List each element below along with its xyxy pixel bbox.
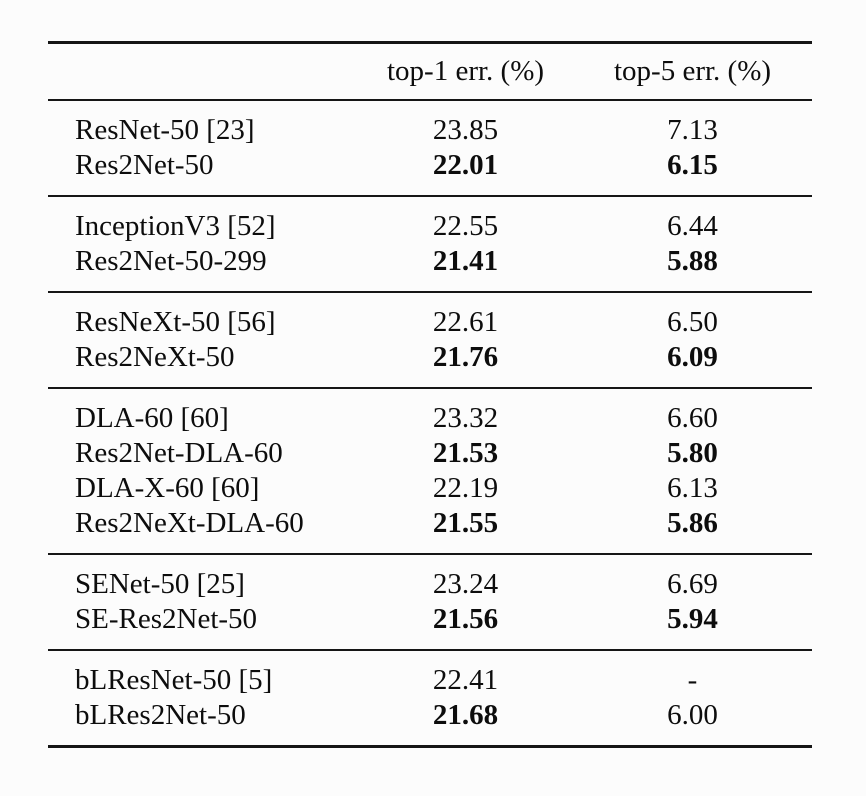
top5-error-cell: 6.60: [667, 402, 718, 434]
top1-error-cell: 22.61: [432, 306, 499, 338]
table-row: SE-Res2Net-50 21.56 5.94: [48, 602, 812, 650]
table-group: DLA-60 [60] 23.32 6.60 Res2Net-DLA-60 21.53 5…: [48, 388, 812, 554]
model-name-cell: SE-Res2Net-50: [75, 603, 258, 635]
table-row: Res2Net-50-299 21.41 5.88: [48, 244, 812, 292]
table-row: DLA-60 [60] 23.32 6.60: [48, 388, 812, 436]
model-name-cell: Res2Net-50-299: [75, 245, 267, 277]
top5-error-cell: 6.09: [667, 341, 718, 373]
table-group: InceptionV3 [52] 22.55 6.44 Res2Net-50-299 2…: [48, 196, 812, 292]
table-row: DLA-X-60 [60] 22.19 6.13: [48, 471, 812, 506]
table-row: bLRes2Net-50 21.68 6.00: [48, 698, 812, 747]
top5-error-cell: 5.86: [667, 507, 718, 539]
top5-error-cell: 6.44: [667, 210, 718, 242]
model-name-cell: SENet-50 [25]: [75, 568, 245, 600]
top5-error-cell: 6.50: [667, 306, 718, 338]
results-table-container: top-1 err. (%) top-5 err. (%) ResNet-50 …: [48, 41, 812, 748]
top1-column-header: top-1 err. (%): [386, 55, 545, 87]
top5-error-cell: 5.88: [667, 245, 718, 277]
table-row: Res2NeXt-50 21.76 6.09: [48, 340, 812, 388]
table-group: SENet-50 [25] 23.24 6.69 SE-Res2Net-50 21.56…: [48, 554, 812, 650]
table-row: ResNeXt-50 [56] 22.61 6.50: [48, 292, 812, 340]
table-group: ResNeXt-50 [56] 22.61 6.50 Res2NeXt-50 21.76…: [48, 292, 812, 388]
table-row: SENet-50 [25] 23.24 6.69: [48, 554, 812, 602]
top1-error-cell: 22.55: [432, 210, 499, 242]
table-group: ResNet-50 [23] 23.85 7.13 Res2Net-50 22.01 6.…: [48, 100, 812, 196]
header-row: top-1 err. (%) top-5 err. (%): [48, 43, 812, 101]
table-row: ResNet-50 [23] 23.85 7.13: [48, 100, 812, 148]
model-name-cell: bLResNet-50 [5]: [75, 664, 273, 696]
top1-error-cell: 22.19: [432, 472, 499, 504]
model-name-cell: Res2Net-50: [75, 149, 214, 181]
top1-error-cell: 23.85: [432, 114, 499, 146]
top5-error-cell: 6.00: [667, 699, 718, 731]
top5-error-cell: 6.69: [667, 568, 718, 600]
top1-error-cell: 22.41: [432, 664, 499, 696]
top1-error-cell: 21.68: [432, 699, 499, 731]
top1-error-cell: 21.76: [432, 341, 499, 373]
model-name-cell: Res2Net-DLA-60: [75, 437, 283, 469]
top5-error-cell: 5.80: [667, 437, 718, 469]
top5-error-cell: 6.15: [667, 149, 718, 181]
top1-error-cell: 21.41: [432, 245, 499, 277]
top5-error-cell: -: [687, 664, 698, 696]
top5-error-cell: 7.13: [667, 114, 718, 146]
table-group: bLResNet-50 [5] 22.41 - bLRes2Net-50 21.68 6.…: [48, 650, 812, 747]
model-name-cell: Res2NeXt-DLA-60: [75, 507, 304, 539]
top1-error-cell: 23.32: [432, 402, 499, 434]
table-row: InceptionV3 [52] 22.55 6.44: [48, 196, 812, 244]
table-row: bLResNet-50 [5] 22.41 -: [48, 650, 812, 698]
model-name-cell: ResNeXt-50 [56]: [75, 306, 276, 338]
model-name-cell: bLRes2Net-50: [75, 699, 246, 731]
top5-column-header: top-5 err. (%): [613, 55, 772, 87]
top1-error-cell: 22.01: [432, 149, 499, 181]
table-row: Res2NeXt-DLA-60 21.55 5.86: [48, 506, 812, 554]
model-name-cell: InceptionV3 [52]: [75, 210, 276, 242]
model-name-cell: ResNet-50 [23]: [75, 114, 255, 146]
top5-error-cell: 6.13: [667, 472, 718, 504]
model-name-cell: DLA-60 [60]: [75, 402, 229, 434]
table-header: top-1 err. (%) top-5 err. (%): [48, 43, 812, 101]
top1-error-cell: 21.55: [432, 507, 499, 539]
table-row: Res2Net-50 22.01 6.15: [48, 148, 812, 196]
model-name-cell: Res2NeXt-50: [75, 341, 235, 373]
top1-error-cell: 21.56: [432, 603, 499, 635]
top5-error-cell: 5.94: [667, 603, 718, 635]
top1-error-cell: 21.53: [432, 437, 499, 469]
model-column-header: [48, 43, 358, 101]
table-row: Res2Net-DLA-60 21.53 5.80: [48, 436, 812, 471]
top1-error-cell: 23.24: [432, 568, 499, 600]
results-table: top-1 err. (%) top-5 err. (%) ResNet-50 …: [48, 41, 812, 748]
model-name-cell: DLA-X-60 [60]: [75, 472, 260, 504]
